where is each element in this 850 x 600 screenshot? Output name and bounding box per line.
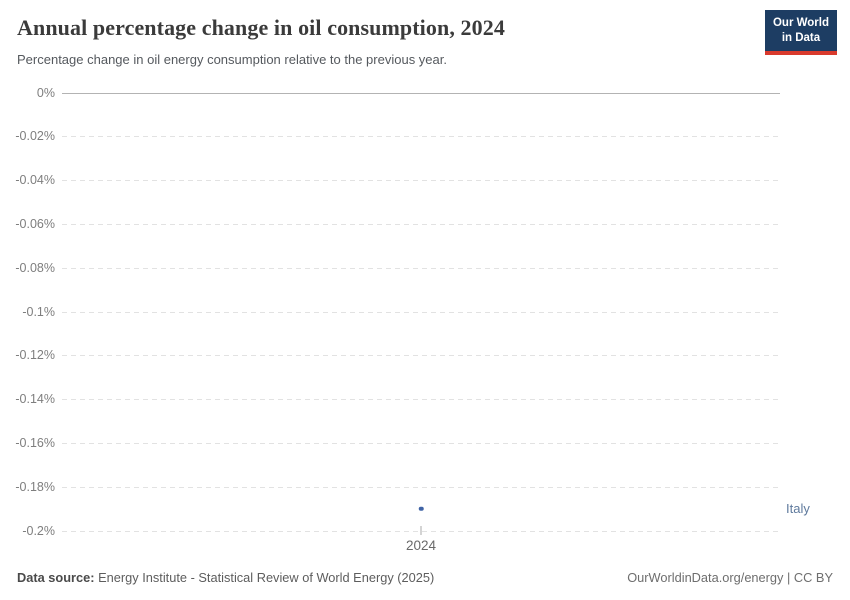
y-axis-tick-label: -0.12% (15, 348, 55, 363)
gridline (62, 486, 780, 488)
y-axis-tick-label: -0.18% (15, 479, 55, 494)
chart-title: Annual percentage change in oil consumpt… (17, 15, 505, 40)
data-source-text: Energy Institute - Statistical Review of… (98, 570, 435, 585)
y-axis-tick-label: -0.1% (22, 304, 55, 319)
data-source-label: Data source: (17, 570, 95, 585)
zero-gridline (62, 92, 780, 94)
gridline (62, 530, 780, 532)
chart-subtitle: Percentage change in oil energy consumpt… (17, 52, 447, 67)
footer-link[interactable]: OurWorldinData.org/energy | CC BY (627, 570, 833, 585)
gridline (62, 311, 780, 313)
owid-logo-line2: in Data (781, 31, 821, 44)
y-axis-tick-label: -0.14% (15, 392, 55, 407)
gridline (62, 267, 780, 269)
x-axis-tick-label: 2024 (405, 537, 437, 553)
gridline (62, 223, 780, 225)
gridline (62, 355, 780, 357)
gridline (62, 399, 780, 401)
series-label-italy[interactable]: Italy (786, 501, 810, 517)
y-axis-tick-label: -0.16% (15, 435, 55, 450)
data-point-italy[interactable] (418, 506, 424, 511)
y-axis-tick-label: 0% (36, 85, 55, 100)
y-axis-tick-label: -0.08% (15, 260, 55, 275)
owid-logo[interactable]: Our World in Data (764, 10, 837, 55)
y-axis-tick-label: -0.04% (15, 173, 55, 188)
gridline (62, 180, 780, 182)
owid-logo-line1: Our World (772, 17, 829, 29)
gridline (62, 136, 780, 138)
gridline (62, 442, 780, 444)
y-axis-tick-label: -0.06% (15, 216, 55, 231)
y-axis-tick-label: -0.2% (22, 523, 55, 538)
y-axis-tick-label: -0.02% (15, 129, 55, 144)
data-source-note: Data source: Energy Institute - Statisti… (17, 570, 434, 585)
